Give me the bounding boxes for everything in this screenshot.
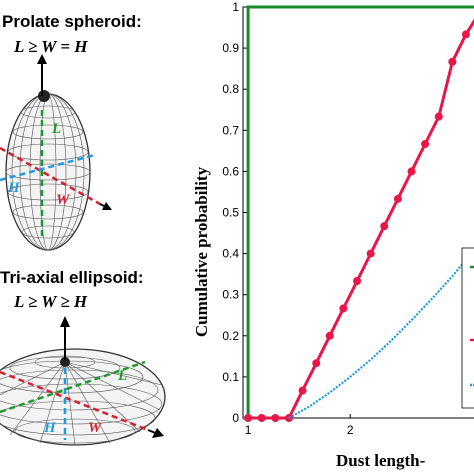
triaxial-label-h: H (43, 420, 57, 436)
y-tick-label: 0.3 (222, 288, 239, 302)
series-line-1 (248, 18, 474, 420)
y-axis-label: Cumulative probability (192, 166, 211, 337)
series-point (434, 112, 443, 121)
triaxial-relation: L ≥ W ≥ H (13, 292, 88, 311)
x-axis-label: Dust length- (336, 451, 426, 470)
y-axis: 0 0.1 0.2 0.3 0.4 0.5 0.6 0.7 0.8 0.9 1 (222, 0, 247, 425)
series-point (312, 359, 321, 368)
triaxial-title: Tri-axial ellipsoid: (0, 268, 144, 287)
series-point (407, 167, 416, 176)
y-tick-label: 1 (232, 0, 239, 14)
y-tick-label: 0 (232, 411, 239, 425)
series-point (380, 222, 389, 231)
chart: Cumulative probability Dust length- 0 0.1… (192, 0, 474, 470)
series-line-2 (288, 247, 474, 419)
y-tick-label: 0.1 (222, 370, 239, 384)
prolate-label-h: H (7, 180, 21, 196)
prolate-label-l: L (51, 121, 61, 137)
prolate-title: Prolate spheroid: (2, 12, 142, 31)
y-tick-label: 0.7 (222, 123, 239, 137)
series-point (257, 414, 266, 422)
y-tick-label: 0.6 (222, 164, 239, 178)
y-tick-label: 0.9 (222, 41, 239, 55)
triaxial-label-w: W (88, 420, 103, 436)
series-point (339, 304, 348, 313)
series-point (325, 331, 334, 340)
series-point (244, 414, 253, 422)
series-point (448, 57, 457, 66)
series-point (393, 194, 402, 203)
series-line-0 (243, 5, 474, 420)
plot-area (242, 6, 474, 419)
prolate-relation: L ≥ W = H (13, 37, 88, 56)
series-point (366, 249, 375, 258)
y-tick-label: 0.5 (222, 206, 239, 220)
y-tick-label: 0.4 (222, 247, 239, 261)
triaxial-label-l: L (117, 368, 127, 384)
prolate-label-w: W (56, 192, 71, 208)
legend-box (461, 247, 474, 409)
series-point (353, 277, 362, 286)
series-point (421, 139, 430, 148)
x-tick-label: 1 (245, 423, 252, 437)
x-tick-label: 2 (347, 423, 354, 437)
series-point (271, 414, 280, 422)
y-tick-label: 0.8 (222, 82, 239, 96)
left-panel: Prolate spheroid: L ≥ W = H (0, 12, 166, 446)
triaxial-ellipsoid-illustration: L H W (0, 316, 166, 446)
series-point (461, 30, 470, 39)
y-tick-label: 0.2 (222, 329, 239, 343)
series-point (284, 414, 293, 422)
series-point (298, 386, 307, 395)
prolate-spheroid-illustration: L H W (0, 54, 112, 251)
series-layer (243, 5, 474, 422)
